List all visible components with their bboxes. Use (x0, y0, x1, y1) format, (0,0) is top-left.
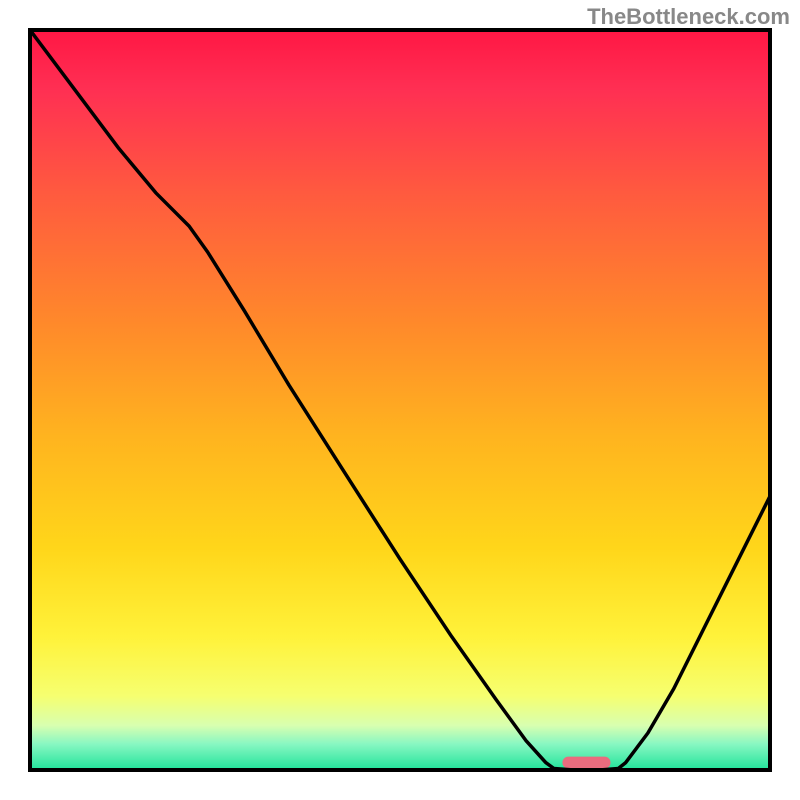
chart-stage: TheBottleneck.com (0, 0, 800, 800)
chart-svg (0, 0, 800, 800)
attribution-text: TheBottleneck.com (587, 4, 790, 30)
plot-background (30, 30, 770, 770)
optimal-marker (562, 757, 610, 769)
